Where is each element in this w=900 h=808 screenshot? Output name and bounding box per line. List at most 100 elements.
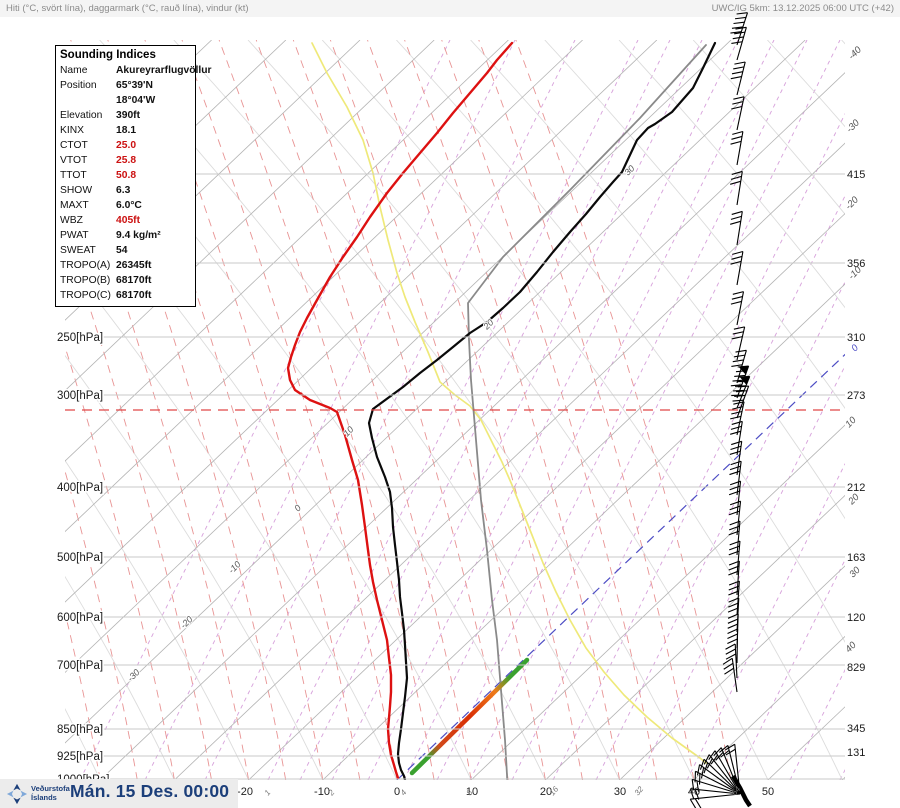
index-row: SHOW 6.3 [60,183,191,198]
height-axis-label: 829 [847,662,865,674]
mixing-ratio-label: 32 [633,784,646,797]
valid-time-label: Mán. 15 Des. 00:00 [70,781,230,801]
index-value: 25.8 [116,155,137,166]
parcel-curve-gray [467,44,707,780]
highlight-segment [409,657,530,776]
temp-axis-label: 30 [614,786,626,798]
temp-axis-label: -10 [314,786,330,798]
index-label: MAXT [60,200,89,211]
isotherm-label-right: -20 [843,194,861,212]
index-value: 25.0 [116,140,137,151]
pressure-axis-label: 300[hPa] [57,390,103,402]
index-value: 68170ft [116,290,152,301]
height-axis-label: 131 [847,747,865,759]
height-axis-label: 310 [847,332,865,344]
index-value: 65°39'N 18°04'W [116,80,156,106]
index-label: TTOT [60,170,87,181]
isotherm-label-right: -40 [846,44,864,62]
isotherm-label-mid: -30 [125,667,141,683]
header-bar: Hiti (°C, svört lína), daggarmark (°C, r… [0,0,900,17]
height-axis-label: 415 [847,169,865,181]
mixing-ratio-label: 8 [465,788,475,798]
index-row: Name Akureyrarflugvöllur [60,63,212,78]
index-label: WBZ [60,215,83,226]
index-value: 68170ft [116,275,152,286]
index-value: 6.3 [116,185,131,196]
sounding-indices-rows: Name Akureyrarflugvöllur Position 65°39'N 1… [60,63,212,303]
index-row: Elevation 390ft [60,108,191,123]
temp-axis-label: 10 [466,786,478,798]
dewpoint-curve [286,41,514,780]
index-label: PWAT [60,230,89,241]
mixing-ratio-label: 4 [399,788,409,798]
index-label: VTOT [60,155,88,166]
temp-axis-label: 0 [394,786,400,798]
height-axis-label: 212 [847,482,865,494]
temperature-curve [367,41,717,780]
index-label: CTOT [60,140,88,151]
index-row: KINX 18.1 [60,123,191,138]
wind-barb-column [689,12,752,808]
index-row: TTOT 50.8 [60,168,191,183]
height-axis-label: 273 [847,390,865,402]
index-value: 390ft [116,110,141,121]
index-row: TROPO(A) 26345ft [60,258,191,273]
index-row: TROPO(B) 68170ft [60,273,191,288]
index-value: 18.1 [116,125,137,136]
met-office-logo-icon [6,783,28,805]
index-row: VTOT 25.8 [60,153,191,168]
wetbulb-curve-yellow [311,42,707,764]
index-value: 9.4 kg/m² [116,230,161,241]
index-row: PWAT 9.4 kg/m² [60,228,191,243]
index-label: Position [60,80,97,91]
index-label: Elevation [60,110,103,121]
height-axis-label: 356 [847,258,865,270]
isotherm-label-mid: 0 [292,503,303,514]
index-row: WBZ 405ft [60,213,191,228]
temp-axis-label: -20 [237,786,253,798]
met-office-name-line2: Íslands [31,793,57,802]
index-label: KINX [60,125,85,136]
height-axis-label: 120 [847,612,865,624]
met-office-name-line1: Veðurstofa [31,784,70,793]
height-axis-label: 345 [847,723,865,735]
isotherm-label-mid: -10 [226,559,242,575]
temp-axis-label: 20 [540,786,552,798]
index-value: 54 [116,245,128,256]
header-legend-text: Hiti (°C, svört lína), daggarmark (°C, r… [6,3,249,14]
index-value: 50.8 [116,170,137,181]
surface-wind-mark [731,774,752,808]
sounding-indices-panel: Sounding Indices Name Akureyrarflugvöllur… [55,45,212,307]
height-axis-label: 163 [847,552,865,564]
isotherm-label-right: 40 [843,639,859,655]
sounding-indices-title: Sounding Indices [60,49,156,61]
index-row: Position 65°39'N 18°04'W [60,78,191,108]
index-value: 6.0°C [116,200,142,211]
index-row: MAXT 6.0°C [60,198,191,213]
index-row: SWEAT 54 [60,243,191,258]
header-model-run-text: UWC/IG 5km: 13.12.2025 06:00 UTC (+42) [711,3,894,14]
isotherm-label-right: -30 [844,117,862,135]
isotherm-label-right: 30 [847,564,863,580]
temp-axis-label: 40 [688,786,700,798]
pressure-axis-label: 925[hPa] [57,751,103,763]
index-label: TROPO(B) [60,275,111,286]
index-label: Name [60,65,88,76]
index-value: Akureyrarflugvöllur [116,65,212,76]
pressure-axis-label: 600[hPa] [57,612,103,624]
isotherm-label-mid: 10 [341,424,355,438]
index-value: 26345ft [116,260,152,271]
index-label: SWEAT [60,245,96,256]
temp-axis-label: 50 [762,786,774,798]
pressure-axis-label: 850[hPa] [57,724,103,736]
pressure-axis-label: 700[hPa] [57,660,103,672]
index-row: CTOT 25.0 [60,138,191,153]
bottom-bar: Veðurstofa Íslands Mán. 15 Des. 00:00 [0,779,238,808]
met-office-name: Veðurstofa Íslands [31,784,70,802]
pressure-axis-label: 400[hPa] [57,482,103,494]
pressure-axis-label: 250[hPa] [57,332,103,344]
index-label: SHOW [60,185,93,196]
pressure-axis-label: 500[hPa] [57,552,103,564]
